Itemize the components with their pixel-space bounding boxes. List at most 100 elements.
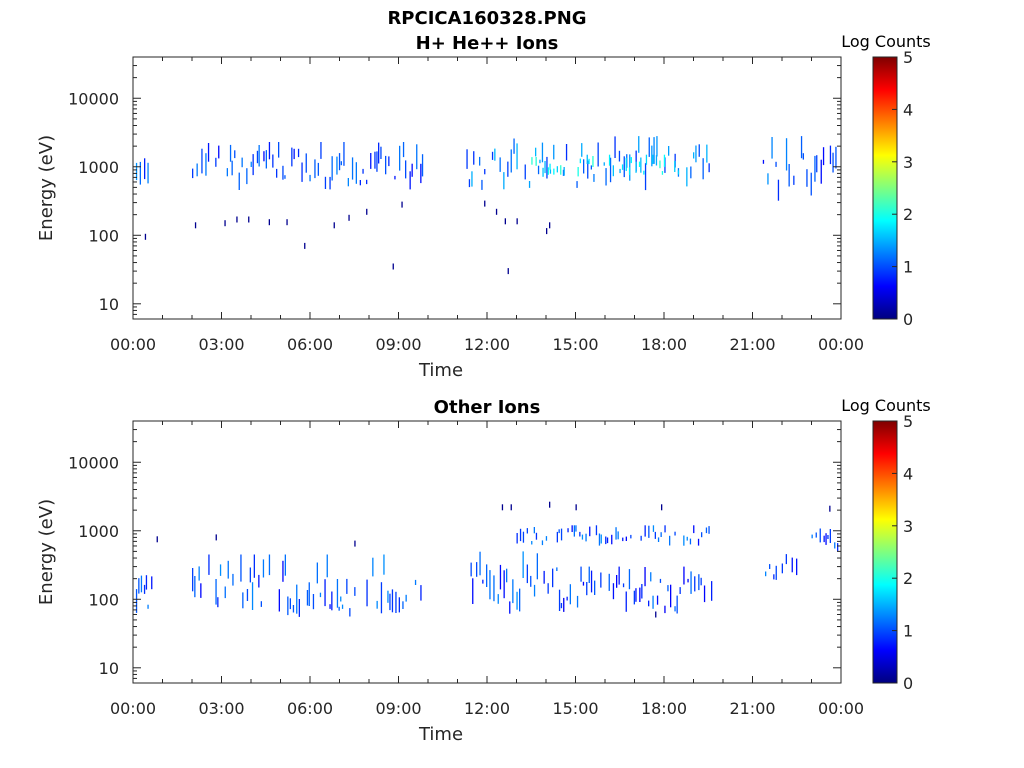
y-tick-label: 10	[99, 659, 119, 678]
count-bin	[762, 159, 765, 164]
count-bin	[241, 157, 243, 168]
count-bin	[145, 575, 148, 590]
count-bin	[366, 208, 368, 215]
count-bin	[835, 146, 837, 169]
count-bin	[679, 587, 681, 594]
count-bin	[348, 214, 350, 221]
count-bin	[652, 595, 654, 609]
count-bin	[503, 172, 505, 190]
count-bin	[565, 144, 568, 161]
count-bin	[622, 537, 624, 542]
count-bin	[569, 584, 571, 605]
count-bin	[674, 606, 676, 612]
count-bin	[625, 157, 627, 171]
count-bin	[705, 527, 708, 534]
count-bin	[683, 535, 685, 546]
count-bin	[547, 167, 549, 175]
count-bin	[611, 534, 613, 545]
count-bin	[268, 142, 271, 160]
count-bin	[612, 165, 614, 177]
count-bin	[265, 150, 267, 169]
colorbar-tick-label: 2	[903, 569, 913, 588]
y-tick-label: 100	[88, 226, 119, 245]
count-bin	[258, 145, 260, 167]
x-tick-label: 00:00	[110, 699, 156, 718]
count-bin	[645, 154, 648, 165]
count-bin	[669, 535, 671, 546]
count-bin	[594, 580, 596, 595]
count-bin	[227, 560, 229, 579]
count-bin	[773, 574, 775, 580]
count-bin	[822, 147, 825, 166]
count-bin	[644, 525, 646, 537]
x-tick-label: 09:00	[375, 335, 421, 354]
count-bin	[810, 172, 812, 196]
count-bin	[493, 575, 495, 602]
count-bin	[650, 572, 652, 582]
colorbar-tick-label: 1	[903, 258, 913, 277]
count-bin	[331, 156, 333, 181]
count-bin	[156, 536, 158, 543]
count-bin	[633, 590, 635, 605]
count-bin	[533, 527, 535, 534]
count-bin	[832, 152, 834, 173]
count-bin	[526, 564, 528, 584]
count-bin	[597, 142, 599, 167]
count-bin	[147, 604, 149, 609]
count-bin	[622, 583, 625, 588]
count-bin	[693, 525, 695, 534]
count-bin	[635, 161, 637, 173]
count-bin	[260, 601, 262, 607]
count-bin	[420, 163, 422, 184]
count-bin	[643, 170, 645, 175]
count-bin	[608, 573, 610, 591]
count-bin	[380, 582, 383, 614]
count-bin	[256, 150, 259, 164]
count-bin	[543, 570, 545, 584]
count-bin	[215, 534, 217, 541]
count-bin	[503, 570, 505, 599]
count-bin	[697, 538, 700, 546]
count-bin	[248, 216, 250, 223]
count-bin	[151, 576, 153, 590]
count-bin	[388, 156, 390, 167]
count-bin	[380, 146, 382, 159]
count-bin	[486, 564, 488, 587]
count-bin	[648, 525, 650, 538]
count-bin	[562, 169, 565, 176]
count-bin	[827, 535, 829, 539]
count-bin	[659, 578, 662, 583]
count-bin	[292, 605, 295, 613]
count-bin	[512, 579, 514, 604]
count-bin	[284, 554, 286, 576]
x-tick-label: 06:00	[287, 699, 333, 718]
x-tick-label: 12:00	[464, 335, 510, 354]
count-bin	[278, 589, 280, 612]
count-bin	[614, 136, 616, 158]
count-bin	[479, 551, 481, 576]
count-bin	[268, 554, 271, 576]
count-bin	[698, 144, 700, 157]
count-bin	[252, 154, 254, 176]
count-bin	[686, 167, 688, 187]
count-bin	[765, 571, 767, 577]
count-bin	[513, 138, 515, 154]
count-bin	[654, 531, 656, 539]
count-bin	[553, 144, 555, 160]
count-bin	[293, 148, 295, 160]
count-bin	[829, 505, 831, 512]
count-bin	[576, 595, 579, 608]
count-bin	[376, 151, 378, 172]
y-tick-label: 100	[88, 590, 119, 609]
count-bin	[667, 585, 669, 592]
count-bin	[581, 534, 584, 540]
count-bin	[395, 591, 397, 613]
count-bin	[791, 557, 793, 573]
count-bin	[683, 566, 685, 585]
count-bin	[473, 151, 475, 165]
x-tick-label: 18:00	[641, 699, 687, 718]
count-bin	[630, 157, 632, 164]
count-bin	[800, 136, 803, 159]
x-tick-label: 18:00	[641, 335, 687, 354]
x-tick-label: 21:00	[729, 699, 775, 718]
